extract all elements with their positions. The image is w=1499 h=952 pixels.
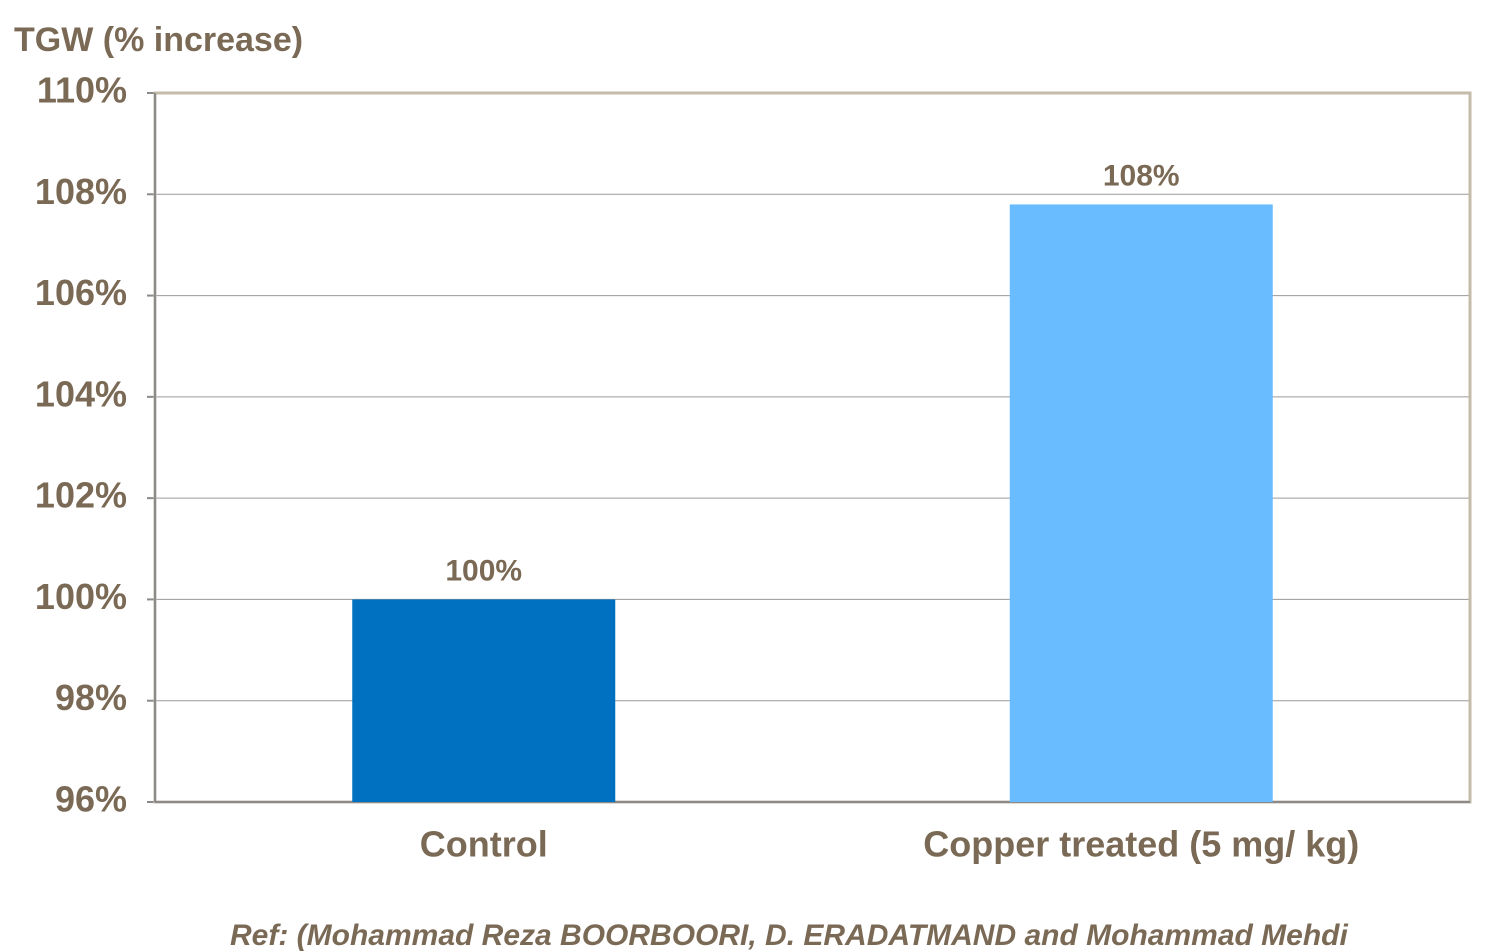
value-label: 100% [445, 554, 522, 587]
y-tick-label: 102% [35, 475, 127, 516]
value-label: 108% [1103, 159, 1180, 192]
y-tick-label: 106% [35, 272, 127, 313]
y-tick-label: 108% [35, 171, 127, 212]
x-tick-label: Control [420, 824, 548, 865]
source-note: Ref: (Mohammad Reza BOORBOORI, D. ERADAT… [230, 919, 1348, 952]
y-tick-label: 100% [35, 576, 127, 617]
y-tick-label: 96% [55, 779, 127, 820]
y-tick-label: 104% [35, 373, 127, 414]
bar [352, 599, 616, 802]
bar [1009, 204, 1273, 802]
y-tick-label: 110% [37, 70, 127, 111]
x-tick-label: Copper treated (5 mg/ kg) [923, 824, 1359, 865]
y-tick-label: 98% [55, 677, 127, 718]
y-axis-label: TGW (% increase) [14, 21, 303, 59]
